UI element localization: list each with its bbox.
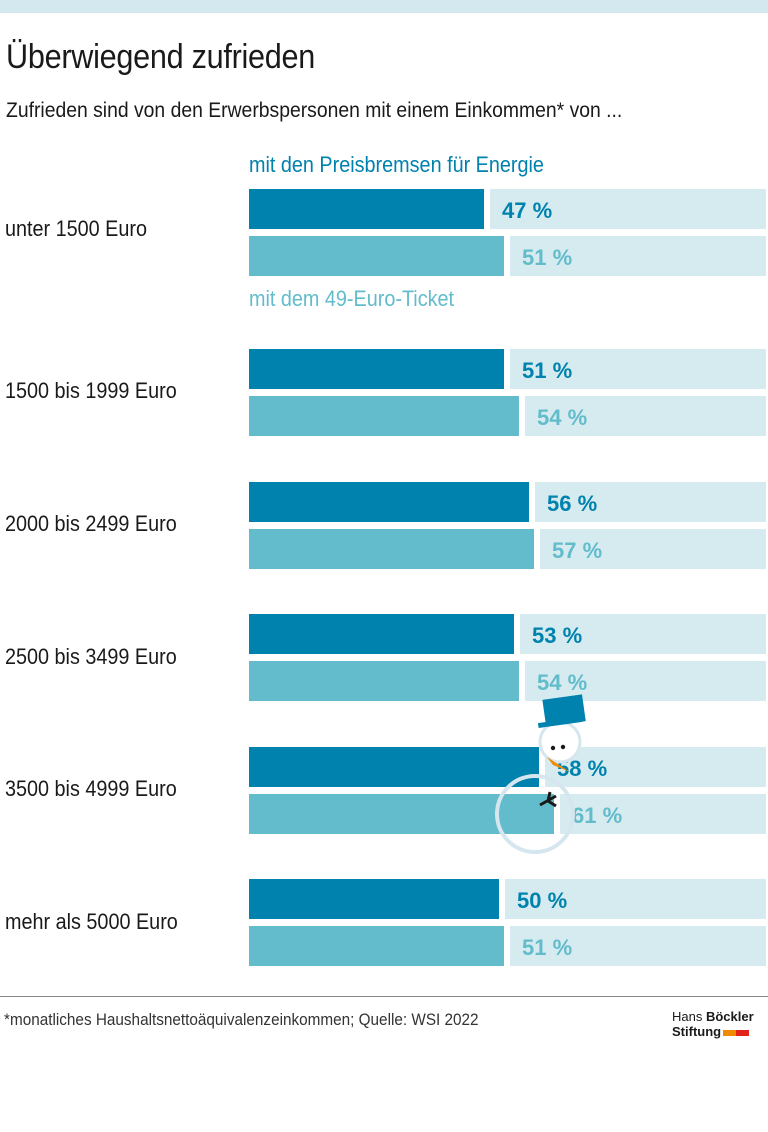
value-label-s1-4: 53 % bbox=[532, 623, 582, 648]
bar-s1-3 bbox=[249, 482, 529, 522]
value-label-s1-6: 50 % bbox=[517, 888, 567, 913]
footnote: *monatliches Haushaltsnettoäquivalenzein… bbox=[4, 1010, 479, 1029]
bar-s1-1 bbox=[249, 189, 484, 229]
bar-s1-6 bbox=[249, 879, 499, 919]
logo-hans: Hans bbox=[672, 1009, 706, 1024]
value-label-s1-1: 47 % bbox=[502, 198, 552, 223]
logo-boeckler: Böckler bbox=[705, 1009, 754, 1024]
value-label-s1-3: 56 % bbox=[547, 491, 597, 516]
value-label-s2-6: 51 % bbox=[522, 935, 572, 960]
value-label-s2-1: 51 % bbox=[522, 245, 572, 270]
top-band bbox=[0, 0, 768, 13]
legend-series-ticket: mit dem 49-Euro-Ticket bbox=[249, 286, 455, 311]
bar-s2-1 bbox=[249, 236, 504, 276]
hans-boeckler-stiftung-logo: Hans Böckler Stiftung bbox=[672, 1009, 764, 1039]
chart-subtitle: Zufrieden sind von den Erwerbspersonen m… bbox=[6, 98, 623, 122]
value-label-s2-5: 61 % bbox=[572, 803, 622, 828]
value-label-s1-2: 51 % bbox=[522, 358, 572, 383]
chart-title: Überwiegend zufrieden bbox=[6, 38, 316, 76]
bar-s1-2 bbox=[249, 349, 504, 389]
category-label-1: unter 1500 Euro bbox=[5, 216, 148, 241]
logo-orange-mark bbox=[723, 1029, 737, 1036]
bars-layer: 47 %51 %51 %54 %56 %57 %53 %54 %58 %61 %… bbox=[249, 189, 766, 966]
footer-divider bbox=[0, 996, 768, 997]
value-label-s2-2: 54 % bbox=[537, 405, 587, 430]
category-label-6: mehr als 5000 Euro bbox=[5, 909, 178, 934]
value-label-s2-3: 57 % bbox=[552, 538, 602, 563]
logo-red-mark bbox=[736, 1029, 750, 1036]
bar-s2-6 bbox=[249, 926, 504, 966]
category-label-2: 1500 bis 1999 Euro bbox=[5, 378, 177, 403]
bar-s1-5 bbox=[249, 747, 539, 787]
snowman-illustration bbox=[495, 694, 586, 854]
category-label-3: 2000 bis 2499 Euro bbox=[5, 511, 177, 536]
category-label-4: 2500 bis 3499 Euro bbox=[5, 644, 177, 669]
bar-s2-2 bbox=[249, 396, 519, 436]
bar-s2-5 bbox=[249, 794, 554, 834]
bar-s1-4 bbox=[249, 614, 514, 654]
bar-s2-3 bbox=[249, 529, 534, 569]
bar-chart: 47 %51 %51 %54 %56 %57 %53 %54 %58 %61 %… bbox=[249, 189, 766, 966]
legend-series-energy: mit den Preisbremsen für Energie bbox=[249, 152, 544, 177]
value-label-s2-4: 54 % bbox=[537, 670, 587, 695]
bar-s2-4 bbox=[249, 661, 519, 701]
logo-stiftung: Stiftung bbox=[672, 1024, 722, 1039]
category-label-5: 3500 bis 4999 Euro bbox=[5, 776, 177, 801]
